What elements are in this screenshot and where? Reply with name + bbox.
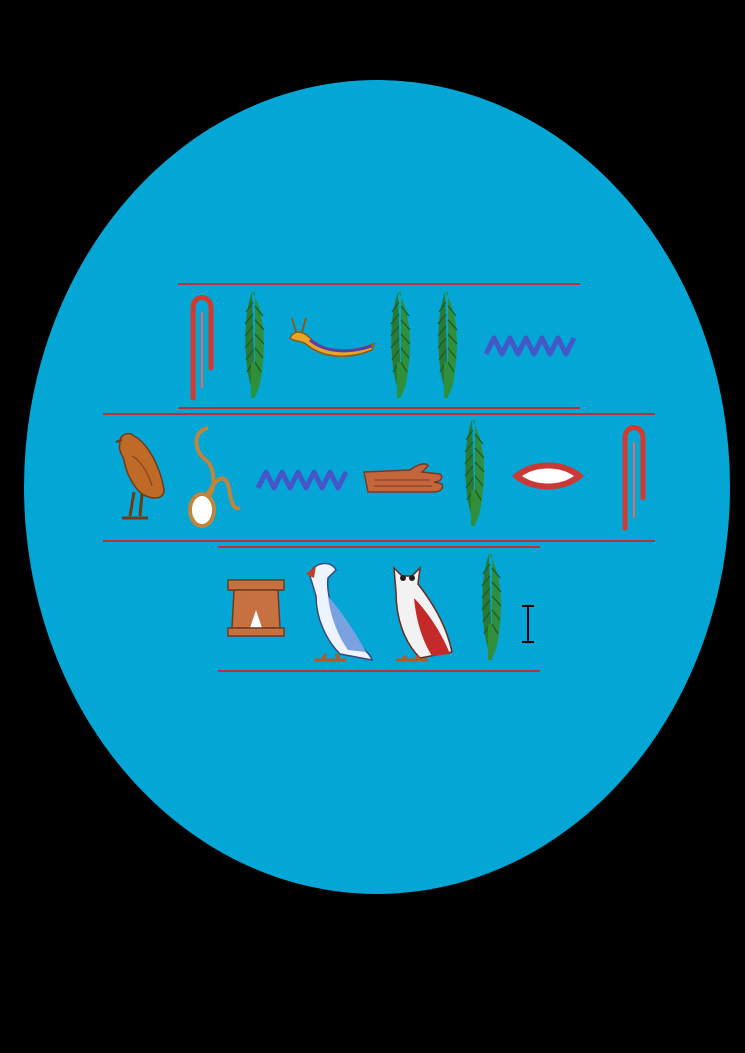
hieroglyph-row-1 bbox=[193, 291, 574, 398]
quail-chick-glyph bbox=[115, 432, 165, 520]
stool-glyph bbox=[227, 579, 285, 637]
hieroglyph-row-2 bbox=[115, 419, 643, 528]
hieroglyph-row-3 bbox=[227, 553, 502, 662]
i-beam-cursor-icon bbox=[522, 605, 534, 643]
horned-viper-glyph bbox=[289, 317, 376, 357]
owl-glyph bbox=[393, 565, 453, 662]
hand-glyph bbox=[363, 463, 444, 493]
rule-lines bbox=[103, 283, 655, 672]
wick-of-twisted-flax-glyph bbox=[188, 426, 241, 528]
mouth-glyph bbox=[512, 462, 584, 490]
vulture-glyph bbox=[306, 562, 374, 662]
